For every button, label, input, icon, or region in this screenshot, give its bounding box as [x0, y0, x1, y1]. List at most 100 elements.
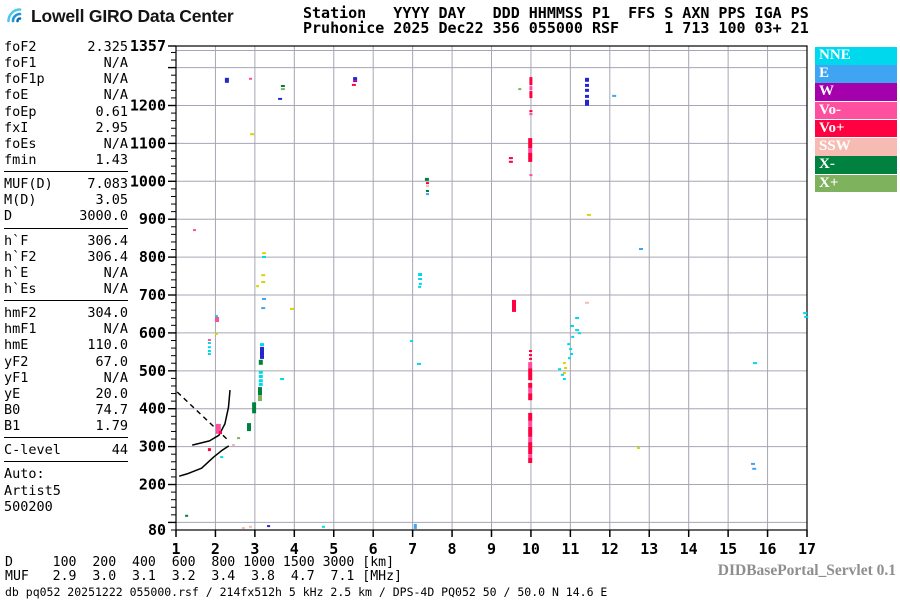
echo-point — [249, 77, 252, 80]
echo-point — [278, 97, 283, 100]
echo-point — [418, 278, 423, 280]
x-tick-label: 13 — [640, 540, 658, 558]
echo-point — [570, 353, 573, 355]
param-text: Artist5 — [4, 482, 61, 499]
echo-point — [418, 273, 423, 276]
param-divider — [4, 437, 128, 439]
echo-point — [426, 182, 429, 185]
param-label: yF1 — [4, 369, 29, 386]
x-tick-label: 10 — [522, 540, 540, 558]
echo-point — [639, 248, 643, 250]
echo-point — [528, 458, 533, 463]
param-value: N/A — [103, 280, 128, 297]
param-value: 2.325 — [87, 39, 128, 55]
echo-point — [207, 346, 211, 349]
echo-point — [564, 367, 568, 369]
echo-point — [528, 148, 533, 153]
echo-point — [409, 340, 413, 343]
param-value: 44 — [111, 442, 128, 459]
echo-point — [219, 431, 222, 435]
echo-point — [280, 85, 285, 87]
echo-point — [528, 442, 533, 455]
param-row: MUF(D) 7.083 — [4, 176, 128, 192]
echo-point — [426, 193, 429, 196]
param-value: 7.083 — [87, 176, 128, 193]
echo-point — [575, 329, 580, 332]
param-value: N/A — [103, 321, 128, 338]
y-tick-label: 900 — [139, 210, 166, 228]
profile-solid — [192, 390, 231, 446]
param-value: 2.95 — [95, 119, 128, 136]
param-row: yF2 67.0 — [4, 354, 128, 370]
echo-point — [290, 307, 294, 310]
y-tick-label: 1000 — [130, 172, 166, 190]
x-tick-label: 6 — [369, 540, 378, 558]
echo-point — [262, 252, 266, 255]
param-label: foF1p — [4, 71, 45, 88]
param-row: h`F2 306.4 — [4, 249, 128, 265]
echo-point — [567, 343, 571, 346]
echo-point — [585, 301, 589, 304]
echo-point — [261, 281, 266, 283]
echo-point — [280, 88, 285, 91]
echo-point — [577, 332, 581, 335]
echo-point — [575, 317, 580, 319]
param-label: C-level — [4, 442, 61, 459]
param-row: yE 20.0 — [4, 386, 128, 402]
param-value: N/A — [103, 369, 128, 386]
echo-point — [508, 157, 513, 160]
param-divider — [4, 461, 128, 463]
param-row: foEp 0.61 — [4, 104, 128, 120]
echo-point — [528, 138, 533, 149]
x-tick-label: 8 — [448, 540, 457, 558]
profile-curves — [176, 390, 231, 477]
echo-point — [529, 354, 532, 357]
echo-point — [413, 523, 417, 529]
y-tick-label: 1357 — [130, 37, 166, 55]
echo-point — [637, 447, 640, 449]
echo-point — [258, 370, 263, 374]
echo-point — [562, 362, 566, 365]
echo-point — [528, 437, 533, 443]
param-value: 3.05 — [95, 192, 128, 209]
echo-point — [252, 402, 257, 414]
param-value: 3000.0 — [79, 208, 128, 225]
param-row: yF1 N/A — [4, 370, 128, 386]
param-value: 67.0 — [95, 353, 128, 370]
param-label: h`F — [4, 232, 29, 249]
legend-item-vo: Vo+ — [815, 119, 897, 138]
echo-point — [528, 362, 533, 369]
echo-point — [528, 412, 533, 421]
param-divider — [4, 171, 128, 173]
echo-point — [569, 348, 573, 351]
param-row: C-level 44 — [4, 442, 128, 458]
echo-point — [261, 307, 266, 310]
echo-point — [258, 382, 263, 386]
echo-point — [207, 339, 211, 341]
param-value: N/A — [103, 55, 128, 72]
echo-point — [585, 83, 589, 87]
echo-point — [237, 437, 241, 440]
echo-point — [215, 423, 221, 434]
param-label: hmF1 — [4, 321, 37, 338]
echo-point — [585, 77, 589, 82]
param-value: N/A — [103, 71, 128, 88]
echo-point — [185, 514, 189, 517]
muf-row: MUF 2.9 3.0 3.1 3.2 3.4 3.8 4.7 7.1 [MHz… — [5, 569, 402, 584]
param-divider — [4, 300, 128, 302]
echo-point — [528, 420, 533, 427]
echo-point — [260, 343, 264, 347]
echo-point — [256, 285, 260, 288]
param-value: N/A — [103, 87, 128, 104]
d-distance-row: D 100 200 400 600 800 1000 1500 3000 [km… — [5, 555, 395, 570]
station-header: Station YYYY DAY DDD HHMMSS P1 FFS S AXN… — [303, 6, 809, 35]
param-value: 0.61 — [95, 103, 128, 120]
param-label: hmF2 — [4, 305, 37, 322]
param-value: 20.0 — [95, 385, 128, 402]
y-tick-label: 700 — [139, 286, 166, 304]
param-row: D 3000.0 — [4, 208, 128, 224]
param-row: B1 1.79 — [4, 418, 128, 434]
echo-point — [224, 77, 229, 83]
param-row: foF1p N/A — [4, 71, 128, 87]
